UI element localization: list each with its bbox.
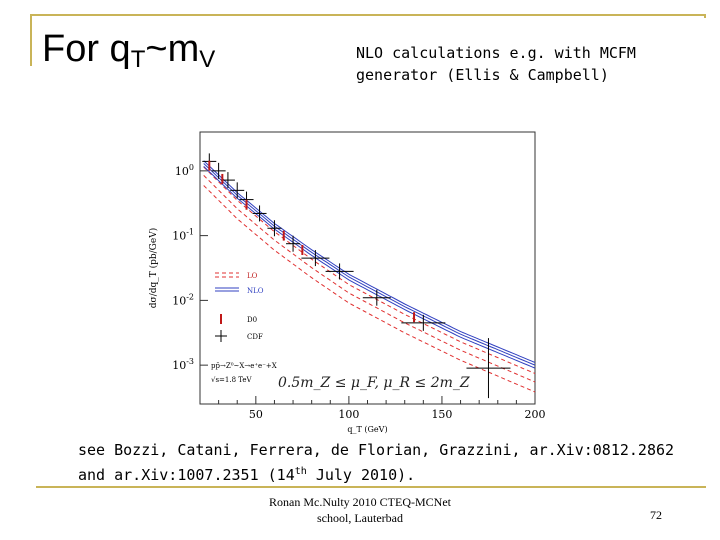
frame-bottom-line — [36, 486, 706, 488]
frame-right-line — [704, 14, 706, 18]
legend-lo-label: LO — [247, 272, 258, 280]
frame-top-line — [30, 14, 706, 16]
y-tick-label: 10-2 — [172, 292, 194, 307]
references: see Bozzi, Catani, Ferrera, de Florian, … — [78, 440, 674, 486]
footer-line-2: school, Lauterbad — [317, 511, 403, 525]
legend-cdf-label: CDF — [247, 333, 263, 341]
nlo-note: NLO calculations e.g. with MCFM generato… — [356, 42, 636, 86]
x-tick-label: 150 — [431, 408, 452, 421]
x-tick-label: 50 — [249, 408, 263, 421]
refs-line-2-a: and ar.Xiv:1007.2351 (14 — [78, 466, 295, 484]
slide-title: For qT~mV — [42, 28, 216, 73]
plot-svg: 50 100 150 200 100 10-1 10-2 10-3 q_T (GeV) dσ/dq… — [148, 131, 546, 434]
title-subscript-t: T — [130, 46, 146, 73]
x-tick-label: 200 — [525, 408, 546, 421]
y-tick-label: 10-3 — [172, 357, 194, 372]
annotation-process: pp̄→Z⁰~X→e⁺e⁻+X — [211, 362, 277, 370]
lo-curve — [203, 166, 536, 374]
refs-line-2-sup: th — [294, 466, 307, 477]
page-number: 72 — [650, 508, 662, 522]
y-axis-label: dσ/dq_T (pb/GeV) — [148, 228, 159, 308]
title-subscript-v: V — [199, 46, 216, 73]
refs-line-2: and ar.Xiv:1007.2351 (14th July 2010). — [78, 461, 674, 486]
legend-nlo-label: NLO — [247, 287, 264, 295]
nlo-curve — [203, 166, 536, 369]
frame-left-line — [30, 14, 32, 66]
annotation-scale: 0.5m_Z ≤ μ_F, μ_R ≤ 2m_Z — [278, 375, 470, 391]
nlo-curve — [203, 160, 536, 363]
lo-curve — [203, 175, 536, 383]
lo-curve — [203, 185, 536, 393]
annotation-energy: √s=1.8 TeV — [211, 376, 253, 384]
refs-line-1: see Bozzi, Catani, Ferrera, de Florian, … — [78, 441, 675, 459]
y-tick-label: 100 — [175, 163, 194, 178]
footer-line-1: Ronan Mc.Nulty 2010 CTEQ-MCNet — [269, 495, 451, 509]
nlo-line-2: generator (Ellis & Campbell) — [356, 66, 609, 84]
legend-d0-label: D0 — [247, 316, 257, 324]
nlo-line-1: NLO calculations e.g. with MCFM — [356, 44, 636, 62]
refs-line-2-b: July 2010). — [306, 466, 416, 484]
x-axis-label: q_T (GeV) — [347, 425, 387, 434]
cross-section-plot: 50 100 150 200 100 10-1 10-2 10-3 q_T (GeV) dσ/dq… — [140, 128, 550, 438]
x-tick-label: 100 — [338, 408, 359, 421]
title-text: For q — [42, 28, 131, 70]
footer: Ronan Mc.Nulty 2010 CTEQ-MCNet school, L… — [250, 494, 470, 526]
y-tick-label: 10-1 — [172, 228, 194, 243]
title-text-m: ~m — [145, 28, 200, 70]
